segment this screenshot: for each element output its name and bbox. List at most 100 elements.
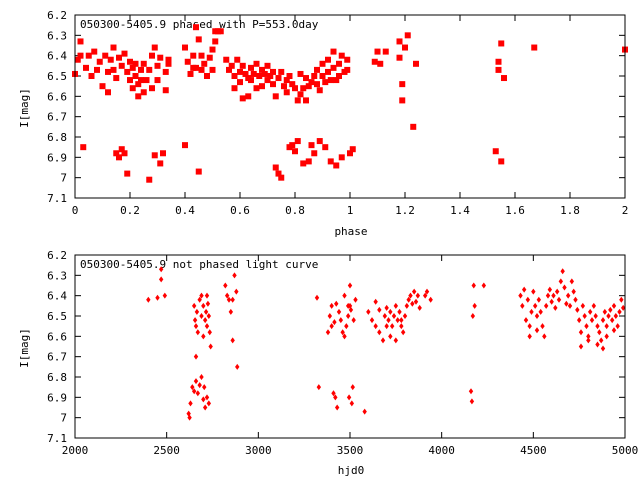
unphased-data-point <box>424 288 430 295</box>
phased-data-point <box>105 68 111 75</box>
unphased-data-point <box>611 327 617 334</box>
phased-data-point <box>305 83 312 90</box>
unphased-data-point <box>201 302 206 309</box>
phased-data-point <box>492 148 499 155</box>
phased-y-axis-title: I[mag] <box>18 88 31 128</box>
phased-data-point <box>198 52 205 59</box>
unphased-data-point <box>534 327 540 334</box>
unphased-data-point <box>158 276 164 283</box>
unphased-data-point <box>404 302 410 309</box>
unphased-data-point <box>204 323 210 330</box>
unphased-data-point <box>564 300 569 307</box>
unphased-data-point <box>399 323 404 330</box>
unphased-data-point <box>314 294 320 301</box>
phased-data-point <box>231 85 238 92</box>
unphased-data-point <box>206 400 212 407</box>
unphased-data-point <box>569 278 575 285</box>
phased-data-point <box>204 73 210 79</box>
phased-data-point <box>333 77 340 84</box>
phased-data-point <box>410 123 417 130</box>
phased-data-point <box>135 93 142 100</box>
unphased-data-point <box>469 398 475 405</box>
phased-data-point <box>300 160 307 167</box>
phased-data-point <box>113 150 120 157</box>
phased-data-point <box>110 44 117 51</box>
unphased-data-point <box>604 323 609 330</box>
unphased-plot-frame <box>74 254 626 439</box>
phased-data-point <box>182 44 188 51</box>
phased-data-point <box>132 60 139 67</box>
unphased-data-point <box>194 308 200 315</box>
unphased-data-point <box>353 296 358 303</box>
phased-data-point <box>270 68 276 75</box>
phased-data-point <box>250 70 257 77</box>
phased-data-point <box>501 75 507 82</box>
unphased-data-point <box>202 384 207 391</box>
unphased-data-point <box>576 317 582 324</box>
unphased-data-point <box>525 296 531 303</box>
phased-data-point <box>286 73 293 79</box>
phased-data-point <box>165 60 172 67</box>
phased-data-point <box>223 56 230 63</box>
phased-y-tick-label: 6.2 <box>47 9 67 22</box>
phased-data-point <box>264 77 271 84</box>
phased-data-point <box>182 142 188 149</box>
unphased-data-point <box>615 323 620 330</box>
phased-data-point <box>193 64 199 71</box>
unphased-x-axis-title: hjd0 <box>338 464 365 477</box>
unphased-data-point <box>410 300 415 307</box>
phased-data-point <box>99 83 106 90</box>
unphased-data-point <box>578 343 584 350</box>
unphased-x-tick-label: 4000 <box>428 444 455 457</box>
unphased-x-tick-label: 5000 <box>612 444 639 457</box>
unphased-data-point <box>554 288 560 295</box>
unphased-data-point <box>336 308 342 315</box>
unphased-data-point <box>384 323 389 330</box>
unphased-data-point <box>345 313 351 319</box>
unphased-data-point <box>619 296 624 303</box>
unphased-data-point <box>208 343 213 350</box>
phased-data-point <box>338 52 345 59</box>
phased-data-point <box>107 56 114 63</box>
phased-data-points <box>72 24 628 183</box>
unphased-data-point <box>571 288 576 295</box>
unphased-data-point <box>199 374 204 380</box>
unphased-data-point <box>602 308 608 315</box>
phased-data-point <box>311 150 318 157</box>
unphased-data-point <box>197 382 202 389</box>
unphased-data-point <box>230 337 235 344</box>
phased-data-point <box>399 97 406 104</box>
phased-data-point <box>402 44 408 51</box>
unphased-data-point <box>206 313 212 319</box>
unphased-data-point <box>197 296 202 303</box>
unphased-data-point <box>346 394 352 401</box>
unphased-data-point <box>608 306 613 313</box>
unphased-data-point <box>534 313 540 319</box>
unphased-data-point <box>562 284 567 291</box>
unphased-data-point <box>342 333 347 340</box>
unphased-x-tick-label: 2500 <box>153 444 180 457</box>
unphased-data-point <box>578 329 584 336</box>
unphased-data-point <box>207 329 212 336</box>
phased-data-point <box>327 158 334 165</box>
phased-data-point <box>124 170 131 177</box>
unphased-data-point <box>384 304 389 311</box>
phased-data-point <box>165 56 172 63</box>
unphased-data-point <box>472 302 477 309</box>
phased-data-point <box>102 52 109 59</box>
unphased-y-tick-label: 6.5 <box>47 310 67 323</box>
unphased-tick-labels: 2000 2500 3000 3500 4000 4500 5000 6.2 6.3 6.4 6.5… <box>47 249 638 457</box>
phased-data-point <box>157 160 164 167</box>
phased-x-tick-label: 0.4 <box>175 204 195 217</box>
unphased-data-point <box>415 292 421 299</box>
phased-y-tick-label: 7 <box>60 172 67 185</box>
unphased-data-point <box>551 292 556 299</box>
phased-data-point <box>110 66 117 73</box>
phased-data-point <box>327 77 334 84</box>
unphased-x-tick-label: 3500 <box>337 444 364 457</box>
phased-data-point <box>74 56 81 63</box>
unphased-data-point <box>591 302 597 309</box>
phased-chart-title: 050300-5405.9 phased with P=553.0day <box>80 18 319 31</box>
phased-data-point <box>294 97 301 104</box>
